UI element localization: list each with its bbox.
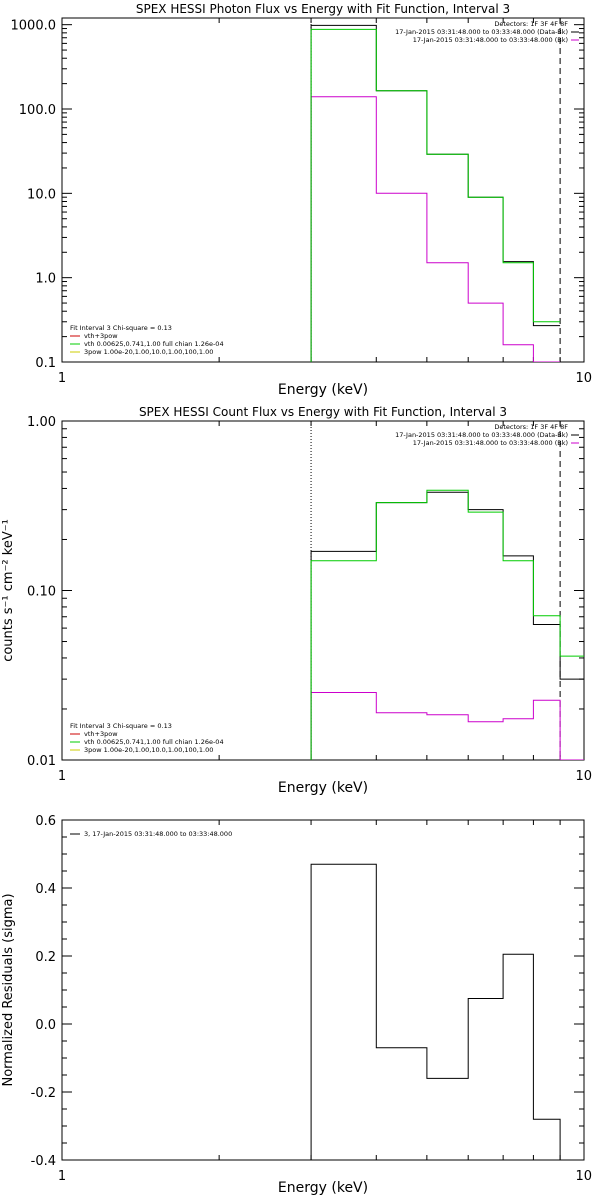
y-tick-label: 0.6 (35, 814, 56, 829)
legend-tr-entry: 17-Jan-2015 03:31:48.000 to 03:33:48.000… (395, 431, 568, 439)
plot-frame-2 (62, 820, 584, 1160)
x-axis-label-0: Energy (keV) (278, 382, 368, 398)
x-tick-label: 1 (58, 371, 66, 386)
plot-frame-0 (62, 18, 584, 362)
legend-tr-entry: Detectors: 1F 3F 4F 8F (494, 20, 568, 28)
legend-tl-entry: 3, 17-Jan-2015 03:31:48.000 to 03:33:48.… (84, 830, 232, 838)
x-tick-label: 1 (58, 769, 66, 784)
series-histogram-1 (311, 25, 560, 364)
y-tick-label: 100.0 (19, 103, 56, 118)
legend-bl-entry: 3pow 1.00e-20,1.00,10.0,1.00,100,1.00 (84, 348, 213, 356)
plot-area-1 (311, 421, 584, 762)
legend-tr-entry: 17-Jan-2015 03:31:48.000 to 03:33:48.000… (413, 439, 568, 447)
plot-frame-1 (62, 421, 584, 760)
y-axis-label-2: Normalized Residuals (sigma) (1, 893, 16, 1086)
series-histogram-2 (311, 29, 560, 364)
y-tick-label: 0.4 (35, 882, 56, 897)
x-tick-label: 10 (575, 1169, 592, 1184)
legend-tr-entry: 17-Jan-2015 03:31:48.000 to 03:33:48.000… (413, 36, 568, 44)
chart-title-0: SPEX HESSI Photon Flux vs Energy with Fi… (136, 2, 510, 16)
chart-title-1: SPEX HESSI Count Flux vs Energy with Fit… (139, 405, 507, 419)
y-tick-label: -0.2 (31, 1086, 56, 1101)
legend-bl-entry: Fit Interval 3 Chi-square = 0.13 (70, 324, 172, 332)
legend-bl-entry: Fit Interval 3 Chi-square = 0.13 (70, 722, 172, 730)
legend-tr-entry: Detectors: 1F 3F 4F 8F (494, 423, 568, 431)
x-axis-label-1: Energy (keV) (278, 780, 368, 796)
y-tick-label: 0.01 (27, 754, 56, 769)
legend-tr-entry: 17-Jan-2015 03:31:48.000 to 03:33:48.000… (395, 28, 568, 36)
x-tick-label: 1 (58, 1169, 66, 1184)
series-histogram-1 (311, 492, 584, 762)
legend-bl-entry: vth+3pow (84, 730, 118, 738)
y-tick-label: 0.1 (35, 356, 56, 371)
plot-area-0 (311, 18, 560, 364)
legend-bl-entry: vth 0.00625,0.741,1.00 full chian 1.26e-… (84, 340, 224, 348)
x-tick-label: 10 (575, 769, 592, 784)
x-axis-label-2: Energy (keV) (278, 1180, 368, 1196)
y-tick-label: 0.10 (27, 585, 56, 600)
series-histogram-0 (311, 693, 584, 763)
y-axis-label-1: counts s⁻¹ cm⁻² keV⁻¹ (1, 519, 16, 662)
y-tick-label: 10.0 (27, 187, 56, 202)
y-tick-label: 0.0 (35, 1018, 56, 1033)
y-tick-label: 1.00 (27, 415, 56, 430)
plot-area-2 (311, 864, 560, 1162)
y-tick-label: 1.0 (35, 272, 56, 287)
legend-bl-entry: 3pow 1.00e-20,1.00,10.0,1.00,100,1.00 (84, 746, 213, 754)
series-histogram-0 (311, 97, 560, 364)
series-histogram-2 (311, 490, 584, 762)
series-histogram-0 (311, 864, 560, 1162)
y-tick-label: 0.2 (35, 950, 56, 965)
x-tick-label: 10 (575, 371, 592, 386)
y-tick-label: -0.4 (31, 1154, 56, 1169)
y-tick-label: 1000.0 (11, 19, 57, 34)
legend-bl-entry: vth 0.00625,0.741,1.00 full chian 1.26e-… (84, 738, 224, 746)
legend-bl-entry: vth+3pow (84, 332, 118, 340)
